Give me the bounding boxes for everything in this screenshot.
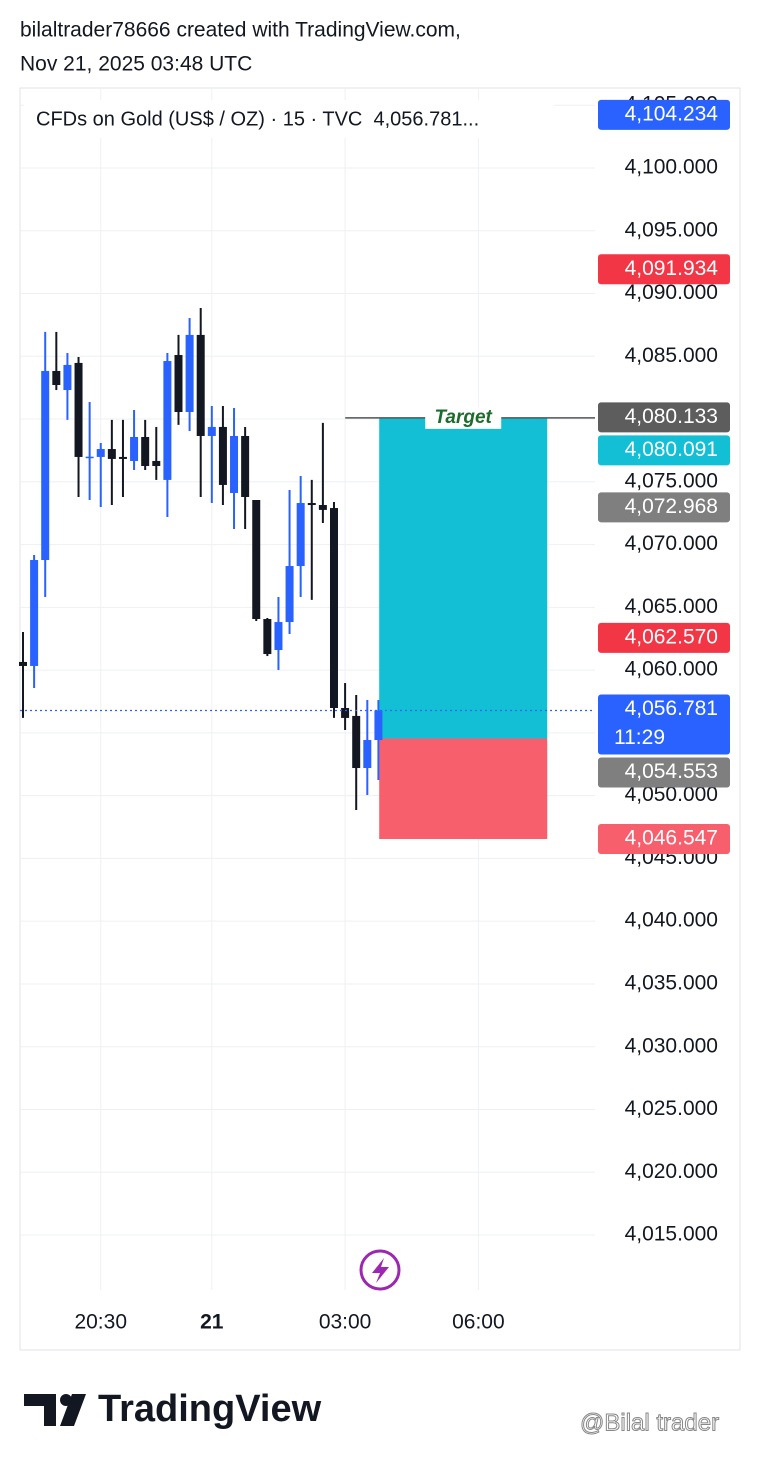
- logo-mark: [24, 1394, 86, 1426]
- candle-body: [30, 560, 39, 666]
- candle-body: [85, 456, 94, 459]
- y-tick-label: 4,065.000: [625, 595, 718, 618]
- candle-body: [63, 364, 72, 391]
- price-label-box: [598, 757, 730, 788]
- candle-body: [52, 370, 61, 386]
- bolt-icon: [359, 1249, 401, 1291]
- price-label-box: [598, 402, 730, 433]
- y-tick-label: 4,020.000: [625, 1160, 718, 1183]
- candle-body: [363, 740, 372, 769]
- price-label-box: [598, 823, 730, 854]
- candle-body: [196, 334, 205, 436]
- x-tick-label: 06:00: [452, 1311, 505, 1334]
- candle-body: [296, 503, 305, 567]
- price-label-box: [598, 622, 730, 653]
- y-tick-label: 4,090.000: [625, 281, 718, 304]
- price-label: 4,080.133: [625, 405, 718, 428]
- price-label: 4,080.091: [625, 438, 718, 461]
- candle-body: [107, 449, 116, 459]
- price-label: 4,056.781: [625, 697, 718, 720]
- candle-body: [374, 710, 383, 741]
- price-label: 4,072.968: [625, 495, 718, 518]
- header-date: Nov 21, 2025 03:48 UTC: [20, 53, 252, 76]
- title-bg: [24, 100, 554, 138]
- watermark: @Bilal trader: [580, 1409, 719, 1436]
- candle-body: [41, 370, 50, 561]
- candle-body: [96, 449, 105, 457]
- candle-body: [163, 361, 172, 480]
- candle-body: [352, 715, 361, 769]
- y-tick-label: 4,030.000: [625, 1034, 718, 1057]
- chart-frame: [19, 87, 741, 1351]
- y-tick-label: 4,060.000: [625, 658, 718, 681]
- candle-body: [218, 426, 227, 485]
- target-label-bg: [425, 406, 502, 429]
- candle-body: [185, 334, 194, 413]
- y-tick-label: 4,085.000: [625, 344, 718, 367]
- y-tick-label: 4,075.000: [625, 469, 718, 492]
- candle-body: [263, 619, 272, 655]
- target-zone: [379, 417, 548, 739]
- y-tick-label: 4,035.000: [625, 971, 718, 994]
- y-tick-label: 4,025.000: [625, 1097, 718, 1120]
- price-label-box: [598, 694, 730, 755]
- price-label: 4,062.570: [625, 625, 718, 648]
- price-label: 4,046.547: [625, 827, 718, 850]
- candle-body: [152, 460, 161, 466]
- candle-body: [141, 436, 150, 466]
- plot: 4,015.000 4,020.000 4,025.000 4,030.000 4,03…: [18, 88, 730, 1334]
- candle-body: [241, 435, 250, 497]
- candle-body: [130, 436, 139, 461]
- countdown: 11:29: [614, 726, 665, 749]
- price-label: 4,104.234: [625, 102, 719, 125]
- header-author: bilaltrader78666 created with TradingVie…: [20, 19, 461, 42]
- target-label: Target: [435, 407, 493, 428]
- candle-body: [318, 505, 327, 510]
- candle-body: [207, 426, 216, 436]
- chart-title: CFDs on Gold (US$ / OZ) · 15 · TVC 4,056…: [36, 108, 479, 130]
- candle-body: [230, 435, 239, 493]
- x-tick-label: 03:00: [319, 1311, 372, 1334]
- y-tick-label: 4,070.000: [625, 532, 718, 555]
- candle-body: [174, 355, 183, 413]
- candle-body: [274, 622, 283, 651]
- candle-body: [307, 503, 316, 506]
- x-tick-label: 20:30: [74, 1311, 127, 1334]
- y-tick-label: 4,100.000: [625, 156, 718, 179]
- y-tick-label: 4,040.000: [625, 909, 718, 932]
- logo-text: TradingView: [98, 1388, 322, 1430]
- x-tick-label: 21: [200, 1311, 224, 1334]
- price-label-box: [598, 492, 730, 523]
- price-label-box: [598, 435, 730, 466]
- candle-body: [74, 362, 83, 457]
- candle-body: [118, 456, 127, 459]
- candle-body: [18, 661, 27, 666]
- y-tick-label: 4,015.000: [625, 1223, 718, 1246]
- price-label: 4,054.553: [625, 760, 718, 783]
- y-tick-label: 4,095.000: [625, 218, 718, 241]
- price-label-box: [598, 254, 730, 285]
- candle-body: [329, 508, 338, 709]
- price-label: 4,091.934: [625, 257, 719, 280]
- candle-body: [285, 566, 294, 623]
- y-tick-label: 4,050.000: [625, 783, 718, 806]
- candle-body: [252, 500, 261, 620]
- candle-body: [341, 708, 350, 718]
- price-label-box: [598, 99, 730, 130]
- stop-zone: [379, 738, 548, 839]
